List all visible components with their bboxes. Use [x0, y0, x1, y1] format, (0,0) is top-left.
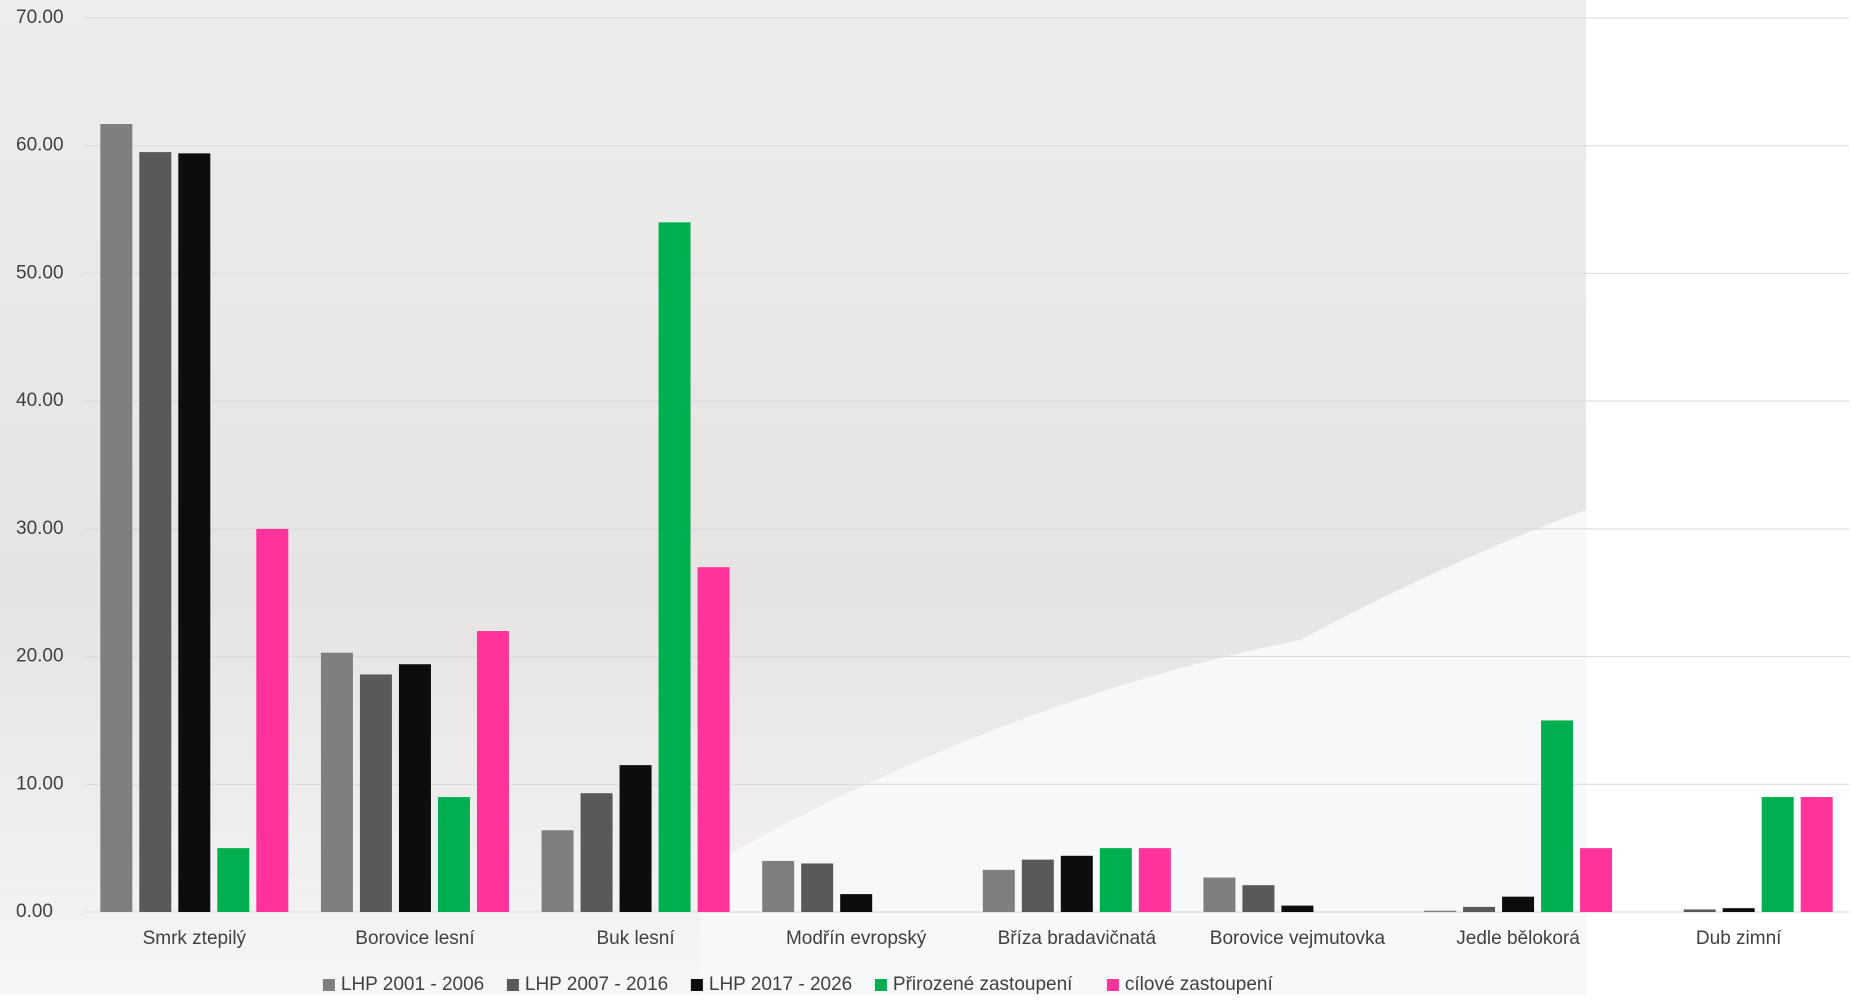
bar	[437, 797, 470, 912]
bar	[100, 124, 133, 912]
bar	[1060, 855, 1093, 912]
bar	[580, 793, 613, 912]
bar	[1722, 908, 1755, 912]
bar	[840, 894, 873, 912]
bar	[178, 153, 211, 912]
legend-swatch	[322, 979, 335, 991]
bar	[1761, 797, 1794, 912]
bar	[1463, 906, 1496, 912]
legend-label: LHP 2017 - 2026	[709, 974, 852, 995]
y-tick-label: 0.00	[16, 901, 53, 922]
y-tick-label: 20.00	[16, 646, 64, 667]
bar	[1800, 797, 1833, 912]
bar	[1424, 910, 1457, 912]
bar	[658, 222, 691, 913]
legend-label: cílové zastoupení	[1125, 974, 1274, 995]
legend-swatch	[874, 979, 887, 991]
legend-swatch	[506, 979, 519, 991]
bar	[139, 152, 172, 913]
bar	[982, 869, 1015, 912]
legend-swatch	[1106, 979, 1119, 991]
x-tick-label: Modřín evropský	[786, 928, 927, 949]
bar	[1541, 720, 1574, 912]
bar	[256, 528, 289, 912]
bar	[1683, 909, 1716, 912]
x-tick-label: Borovice lesní	[355, 928, 475, 949]
plot: 0.00 10.00 20.00 30.00 40.00 50.00 60.00 70.00 S…	[16, 7, 1849, 995]
bar	[762, 860, 795, 912]
snow	[700, 510, 1586, 995]
x-tick-label: Buk lesní	[596, 928, 675, 949]
bar	[1138, 848, 1171, 912]
y-tick-label: 30.00	[16, 518, 64, 539]
bar	[1099, 848, 1132, 912]
bar	[320, 652, 353, 912]
bar	[398, 664, 431, 912]
legend-label: LHP 2001 - 2006	[341, 974, 484, 995]
bar	[541, 830, 574, 912]
y-tick-label: 50.00	[16, 262, 64, 283]
bar	[1242, 885, 1275, 912]
legend-swatch	[690, 979, 703, 991]
y-tick-label: 10.00	[16, 773, 64, 794]
y-tick-label: 60.00	[16, 135, 64, 156]
bar	[1502, 896, 1535, 912]
bar	[1580, 848, 1613, 912]
legend-label: LHP 2007 - 2016	[525, 974, 668, 995]
bar	[476, 631, 509, 912]
x-tick-label: Bříza bradavičnatá	[998, 928, 1157, 949]
x-tick-label: Smrk ztepilý	[143, 928, 247, 949]
bar	[697, 567, 730, 912]
bar	[1281, 905, 1314, 912]
bar	[619, 765, 652, 912]
y-tick-label: 70.00	[16, 7, 64, 28]
x-tick-label: Dub zimní	[1696, 928, 1782, 949]
bar	[217, 848, 250, 912]
y-tick-label: 40.00	[16, 390, 64, 411]
bar	[1021, 859, 1054, 912]
bar	[1203, 877, 1236, 912]
legend-label: Přirozené zastoupení	[893, 974, 1073, 995]
bar	[359, 674, 392, 912]
x-tick-label: Borovice vejmutovka	[1210, 928, 1386, 949]
x-tick-label: Jedle bělokorá	[1456, 928, 1580, 949]
bar	[801, 863, 834, 912]
